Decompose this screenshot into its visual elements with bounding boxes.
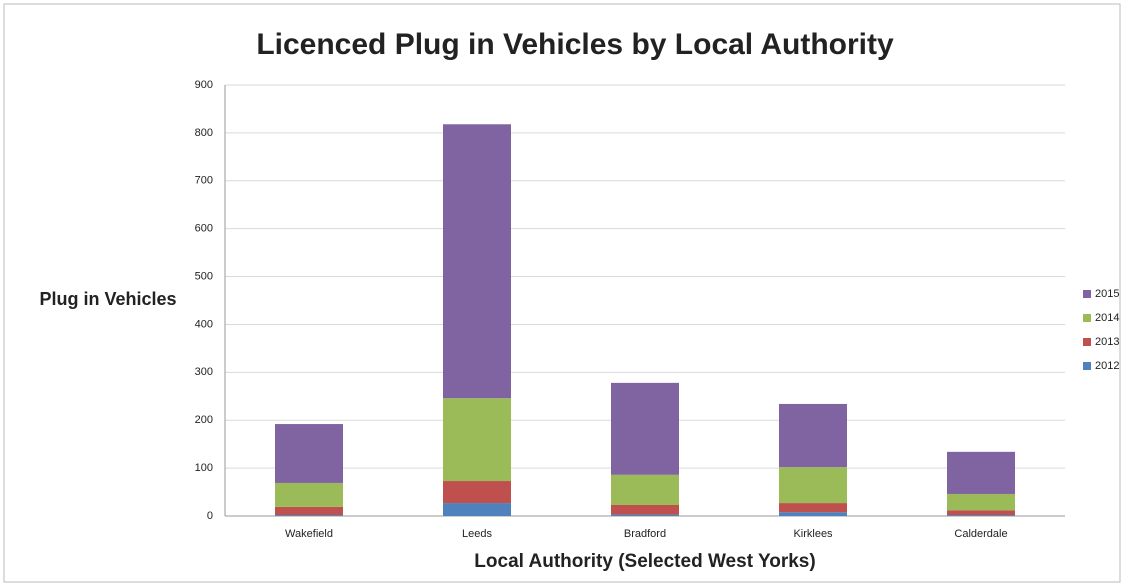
y-tick-label: 800 xyxy=(195,127,213,139)
x-tick-label: Kirklees xyxy=(793,528,833,540)
bar-segment xyxy=(611,514,679,516)
bar-segment xyxy=(947,451,1015,494)
bar-segment xyxy=(611,504,679,515)
y-tick-label: 100 xyxy=(195,462,213,474)
bar-segment xyxy=(275,424,343,483)
bar-segment xyxy=(947,493,1015,511)
bar-segment xyxy=(779,467,847,504)
bar-segment xyxy=(275,506,343,516)
legend-swatch xyxy=(1083,290,1091,298)
legend-label: 2012 xyxy=(1095,360,1119,372)
bar-segment xyxy=(443,124,511,399)
y-tick-label: 700 xyxy=(195,175,213,187)
bar-segment xyxy=(779,512,847,516)
legend-label: 2015 xyxy=(1095,288,1119,300)
x-tick-label: Wakefield xyxy=(285,528,333,540)
x-tick-label: Leeds xyxy=(462,528,492,540)
y-tick-label: 0 xyxy=(207,510,213,522)
y-tick-label: 200 xyxy=(195,414,213,426)
bar-segment xyxy=(947,510,1015,516)
bar-segment xyxy=(779,403,847,468)
legend-swatch xyxy=(1083,362,1091,370)
bar-segment xyxy=(443,503,511,516)
bar-segment xyxy=(275,515,343,516)
y-tick-label: 300 xyxy=(195,366,213,378)
chart-title: Licenced Plug in Vehicles by Local Autho… xyxy=(256,28,894,61)
bar-segment xyxy=(443,398,511,482)
bar-segment xyxy=(443,481,511,504)
bar-segment xyxy=(275,482,343,507)
y-tick-label: 400 xyxy=(195,318,213,330)
chart-frame xyxy=(3,3,1121,583)
y-axis-label: Plug in Vehicles xyxy=(39,289,176,309)
x-tick-label: Calderdale xyxy=(954,528,1007,540)
x-tick-label: Bradford xyxy=(624,528,666,540)
bar-segment xyxy=(611,382,679,475)
y-tick-label: 500 xyxy=(195,270,213,282)
legend-label: 2014 xyxy=(1095,312,1119,324)
bar-segment xyxy=(779,503,847,513)
legend-swatch xyxy=(1083,314,1091,322)
x-axis-label: Local Authority (Selected West Yorks) xyxy=(474,551,815,572)
legend-swatch xyxy=(1083,338,1091,346)
bar-segment xyxy=(611,474,679,505)
legend-label: 2013 xyxy=(1095,336,1119,348)
y-tick-label: 600 xyxy=(195,223,213,235)
bar-segment xyxy=(947,515,1015,516)
y-tick-label: 900 xyxy=(195,79,213,91)
